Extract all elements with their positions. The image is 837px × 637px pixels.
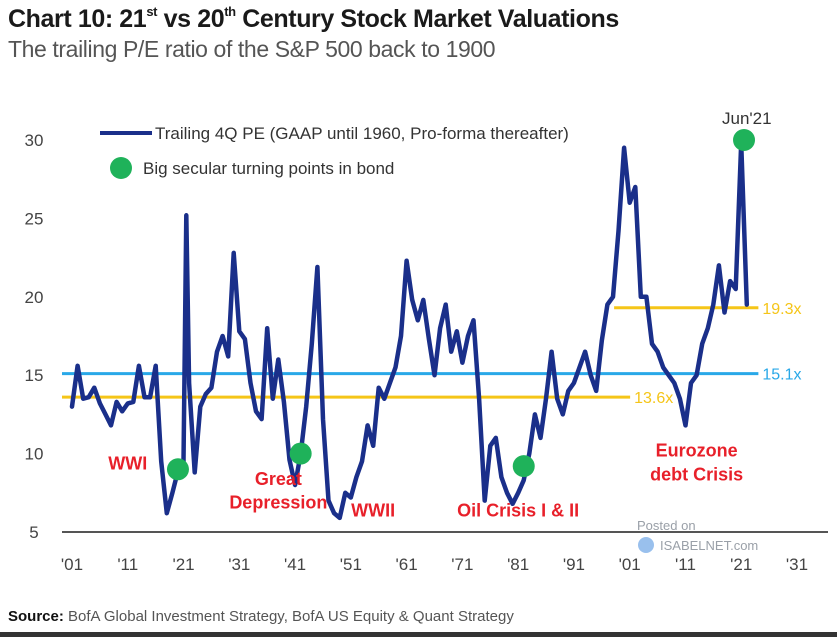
watermark-posted-on: Posted on [637,518,696,533]
watermark-logo-icon [638,537,654,553]
x-axis: '01 '11 '21 '31 '41 '51 '61 '71 '81 '91 '01 '11 '21 '… [61,555,808,574]
x-tick-label: '11 [117,555,138,574]
x-tick-label: '51 [340,555,362,574]
reference-label: 13.6x [634,390,673,407]
x-tick-label: '21 [730,555,752,574]
source-note: Source: BofA Global Investment Strategy,… [8,608,514,625]
annotation-label: Depression [229,492,327,512]
turning-point-dot [289,442,312,465]
watermark-site: ISABELNET.com [660,538,758,553]
watermark: Posted on ISABELNET.com [637,518,758,553]
y-tick-label: 25 [25,209,44,228]
x-tick-label: '11 [675,555,696,574]
legend-label-dots: Big secular turning points in bond [143,159,394,178]
chart-subtitle: The trailing P/E ratio of the S&P 500 ba… [8,36,496,62]
annotation-label: Eurozone [656,441,738,461]
annotation-label: WWII [351,500,395,520]
legend: Trailing 4Q PE (GAAP until 1960, Pro-for… [100,124,569,179]
x-tick-label: '01 [61,555,83,574]
turning-point-dot [733,129,756,151]
annotations: WWI Great Depression WWII Oil Crisis I & II E… [108,441,743,521]
x-tick-label: '31 [786,555,808,574]
bottom-rule [0,632,837,637]
annotation-label: debt Crisis [650,464,743,484]
legend-label-series: Trailing 4Q PE (GAAP until 1960, Pro-for… [155,124,569,143]
chart-title: Chart 10: 21st vs 20th Century Stock Mar… [8,4,619,33]
x-tick-label: '71 [451,555,473,574]
legend-dot-swatch [110,157,132,179]
y-tick-label: 20 [25,288,44,307]
x-tick-label: '41 [284,555,306,574]
x-tick-label: '91 [563,555,585,574]
annotation-label: WWI [108,453,147,473]
reference-label: 19.3x [762,301,801,318]
y-tick-label: 5 [29,523,38,542]
peak-label: Jun'21 [722,109,772,128]
x-tick-label: '21 [172,555,194,574]
x-tick-label: '61 [396,555,418,574]
turning-point-dot [166,458,189,481]
reference-label: 15.1x [762,367,801,384]
series-line-trailing-pe [69,140,750,521]
y-tick-label: 15 [25,366,44,385]
x-tick-label: '31 [228,555,250,574]
x-tick-label: '01 [619,555,641,574]
turning-points [166,129,756,481]
y-tick-label: 10 [25,445,44,464]
x-tick-label: '81 [507,555,529,574]
annotation-label: Great [255,469,302,489]
annotation-label: Oil Crisis I & II [457,500,579,520]
y-axis: 30 25 20 15 10 5 [25,131,44,542]
y-tick-label: 30 [25,131,44,150]
turning-point-dot [512,455,535,478]
